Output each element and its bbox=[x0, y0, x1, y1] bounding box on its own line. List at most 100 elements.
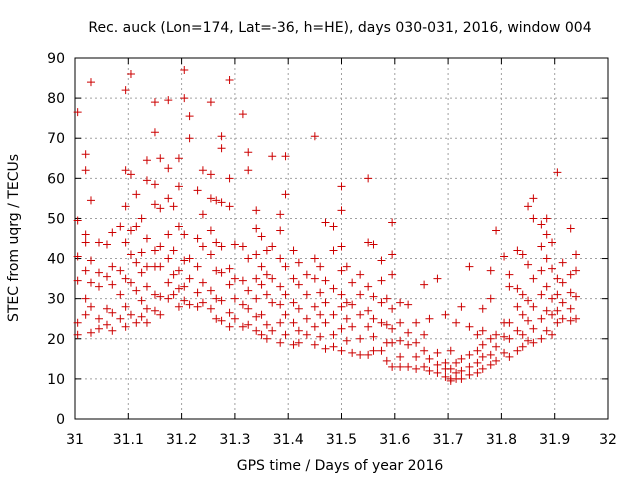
data-point bbox=[337, 302, 346, 311]
data-point bbox=[169, 202, 178, 211]
x-tick-label: 31.7 bbox=[433, 432, 464, 448]
data-point bbox=[268, 152, 277, 161]
data-point bbox=[102, 272, 111, 281]
data-point bbox=[329, 222, 338, 231]
data-point bbox=[478, 364, 487, 373]
data-point bbox=[164, 254, 173, 263]
data-point bbox=[142, 176, 151, 185]
data-point bbox=[310, 340, 319, 349]
data-point bbox=[174, 266, 183, 275]
data-point bbox=[548, 330, 557, 339]
data-point bbox=[108, 280, 117, 289]
data-point bbox=[257, 330, 266, 339]
data-point bbox=[518, 330, 527, 339]
data-points bbox=[73, 66, 581, 385]
data-point bbox=[230, 274, 239, 283]
data-point bbox=[164, 294, 173, 303]
data-point bbox=[537, 220, 546, 229]
data-point bbox=[281, 330, 290, 339]
data-point bbox=[524, 336, 533, 345]
data-point bbox=[262, 246, 271, 255]
data-point bbox=[230, 294, 239, 303]
x-tick-label: 31.3 bbox=[219, 432, 250, 448]
data-point bbox=[321, 276, 330, 285]
data-point bbox=[294, 326, 303, 335]
data-point bbox=[126, 226, 135, 235]
data-point bbox=[86, 302, 95, 311]
data-point bbox=[513, 346, 522, 355]
data-point bbox=[116, 266, 125, 275]
data-point bbox=[142, 262, 151, 271]
data-point bbox=[558, 314, 567, 323]
data-point bbox=[142, 156, 151, 165]
data-point bbox=[486, 350, 495, 359]
data-point bbox=[553, 274, 562, 283]
data-point bbox=[364, 238, 373, 247]
data-point bbox=[446, 346, 455, 355]
data-point bbox=[356, 270, 365, 279]
data-point bbox=[81, 166, 90, 175]
data-point bbox=[180, 256, 189, 265]
data-point bbox=[198, 242, 207, 251]
grid-lines bbox=[75, 58, 608, 419]
data-point bbox=[457, 302, 466, 311]
data-point bbox=[108, 228, 117, 237]
data-point bbox=[164, 278, 173, 287]
data-point bbox=[518, 342, 527, 351]
data-point bbox=[126, 250, 135, 259]
data-point bbox=[108, 262, 117, 271]
data-point bbox=[492, 356, 501, 365]
data-point bbox=[169, 270, 178, 279]
data-point bbox=[553, 306, 562, 315]
data-point bbox=[150, 180, 159, 189]
data-point bbox=[553, 168, 562, 177]
x-tick-label: 31.9 bbox=[539, 432, 570, 448]
data-point bbox=[73, 108, 82, 117]
data-point bbox=[558, 298, 567, 307]
data-point bbox=[238, 300, 247, 309]
data-point bbox=[412, 364, 421, 373]
data-point bbox=[252, 250, 261, 259]
data-point bbox=[465, 262, 474, 271]
data-point bbox=[548, 264, 557, 273]
data-point bbox=[572, 266, 581, 275]
data-point bbox=[121, 238, 130, 247]
data-point bbox=[396, 352, 405, 361]
y-tick-label: 10 bbox=[47, 372, 65, 388]
data-point bbox=[500, 332, 509, 341]
data-point bbox=[289, 274, 298, 283]
data-point bbox=[316, 310, 325, 319]
data-point bbox=[433, 368, 442, 377]
x-tick-label: 31.1 bbox=[113, 432, 144, 448]
data-point bbox=[102, 304, 111, 313]
data-point bbox=[513, 326, 522, 335]
data-point bbox=[529, 302, 538, 311]
data-point bbox=[505, 270, 514, 279]
data-point bbox=[433, 348, 442, 357]
data-point bbox=[321, 318, 330, 327]
data-point bbox=[174, 154, 183, 163]
data-point bbox=[500, 348, 509, 357]
data-point bbox=[116, 290, 125, 299]
x-tick-label: 32 bbox=[599, 432, 617, 448]
data-point bbox=[420, 330, 429, 339]
data-point bbox=[566, 270, 575, 279]
data-point bbox=[193, 186, 202, 195]
data-point bbox=[478, 340, 487, 349]
data-point bbox=[558, 258, 567, 267]
data-point bbox=[121, 274, 130, 283]
data-point bbox=[310, 132, 319, 141]
data-point bbox=[548, 294, 557, 303]
data-point bbox=[137, 248, 146, 257]
data-point bbox=[164, 96, 173, 105]
data-point bbox=[513, 246, 522, 255]
data-point bbox=[257, 232, 266, 241]
data-point bbox=[257, 262, 266, 271]
data-point bbox=[142, 304, 151, 313]
data-point bbox=[524, 260, 533, 269]
data-point bbox=[238, 276, 247, 285]
data-point bbox=[302, 270, 311, 279]
data-point bbox=[369, 332, 378, 341]
data-point bbox=[73, 330, 82, 339]
data-point bbox=[217, 198, 226, 207]
